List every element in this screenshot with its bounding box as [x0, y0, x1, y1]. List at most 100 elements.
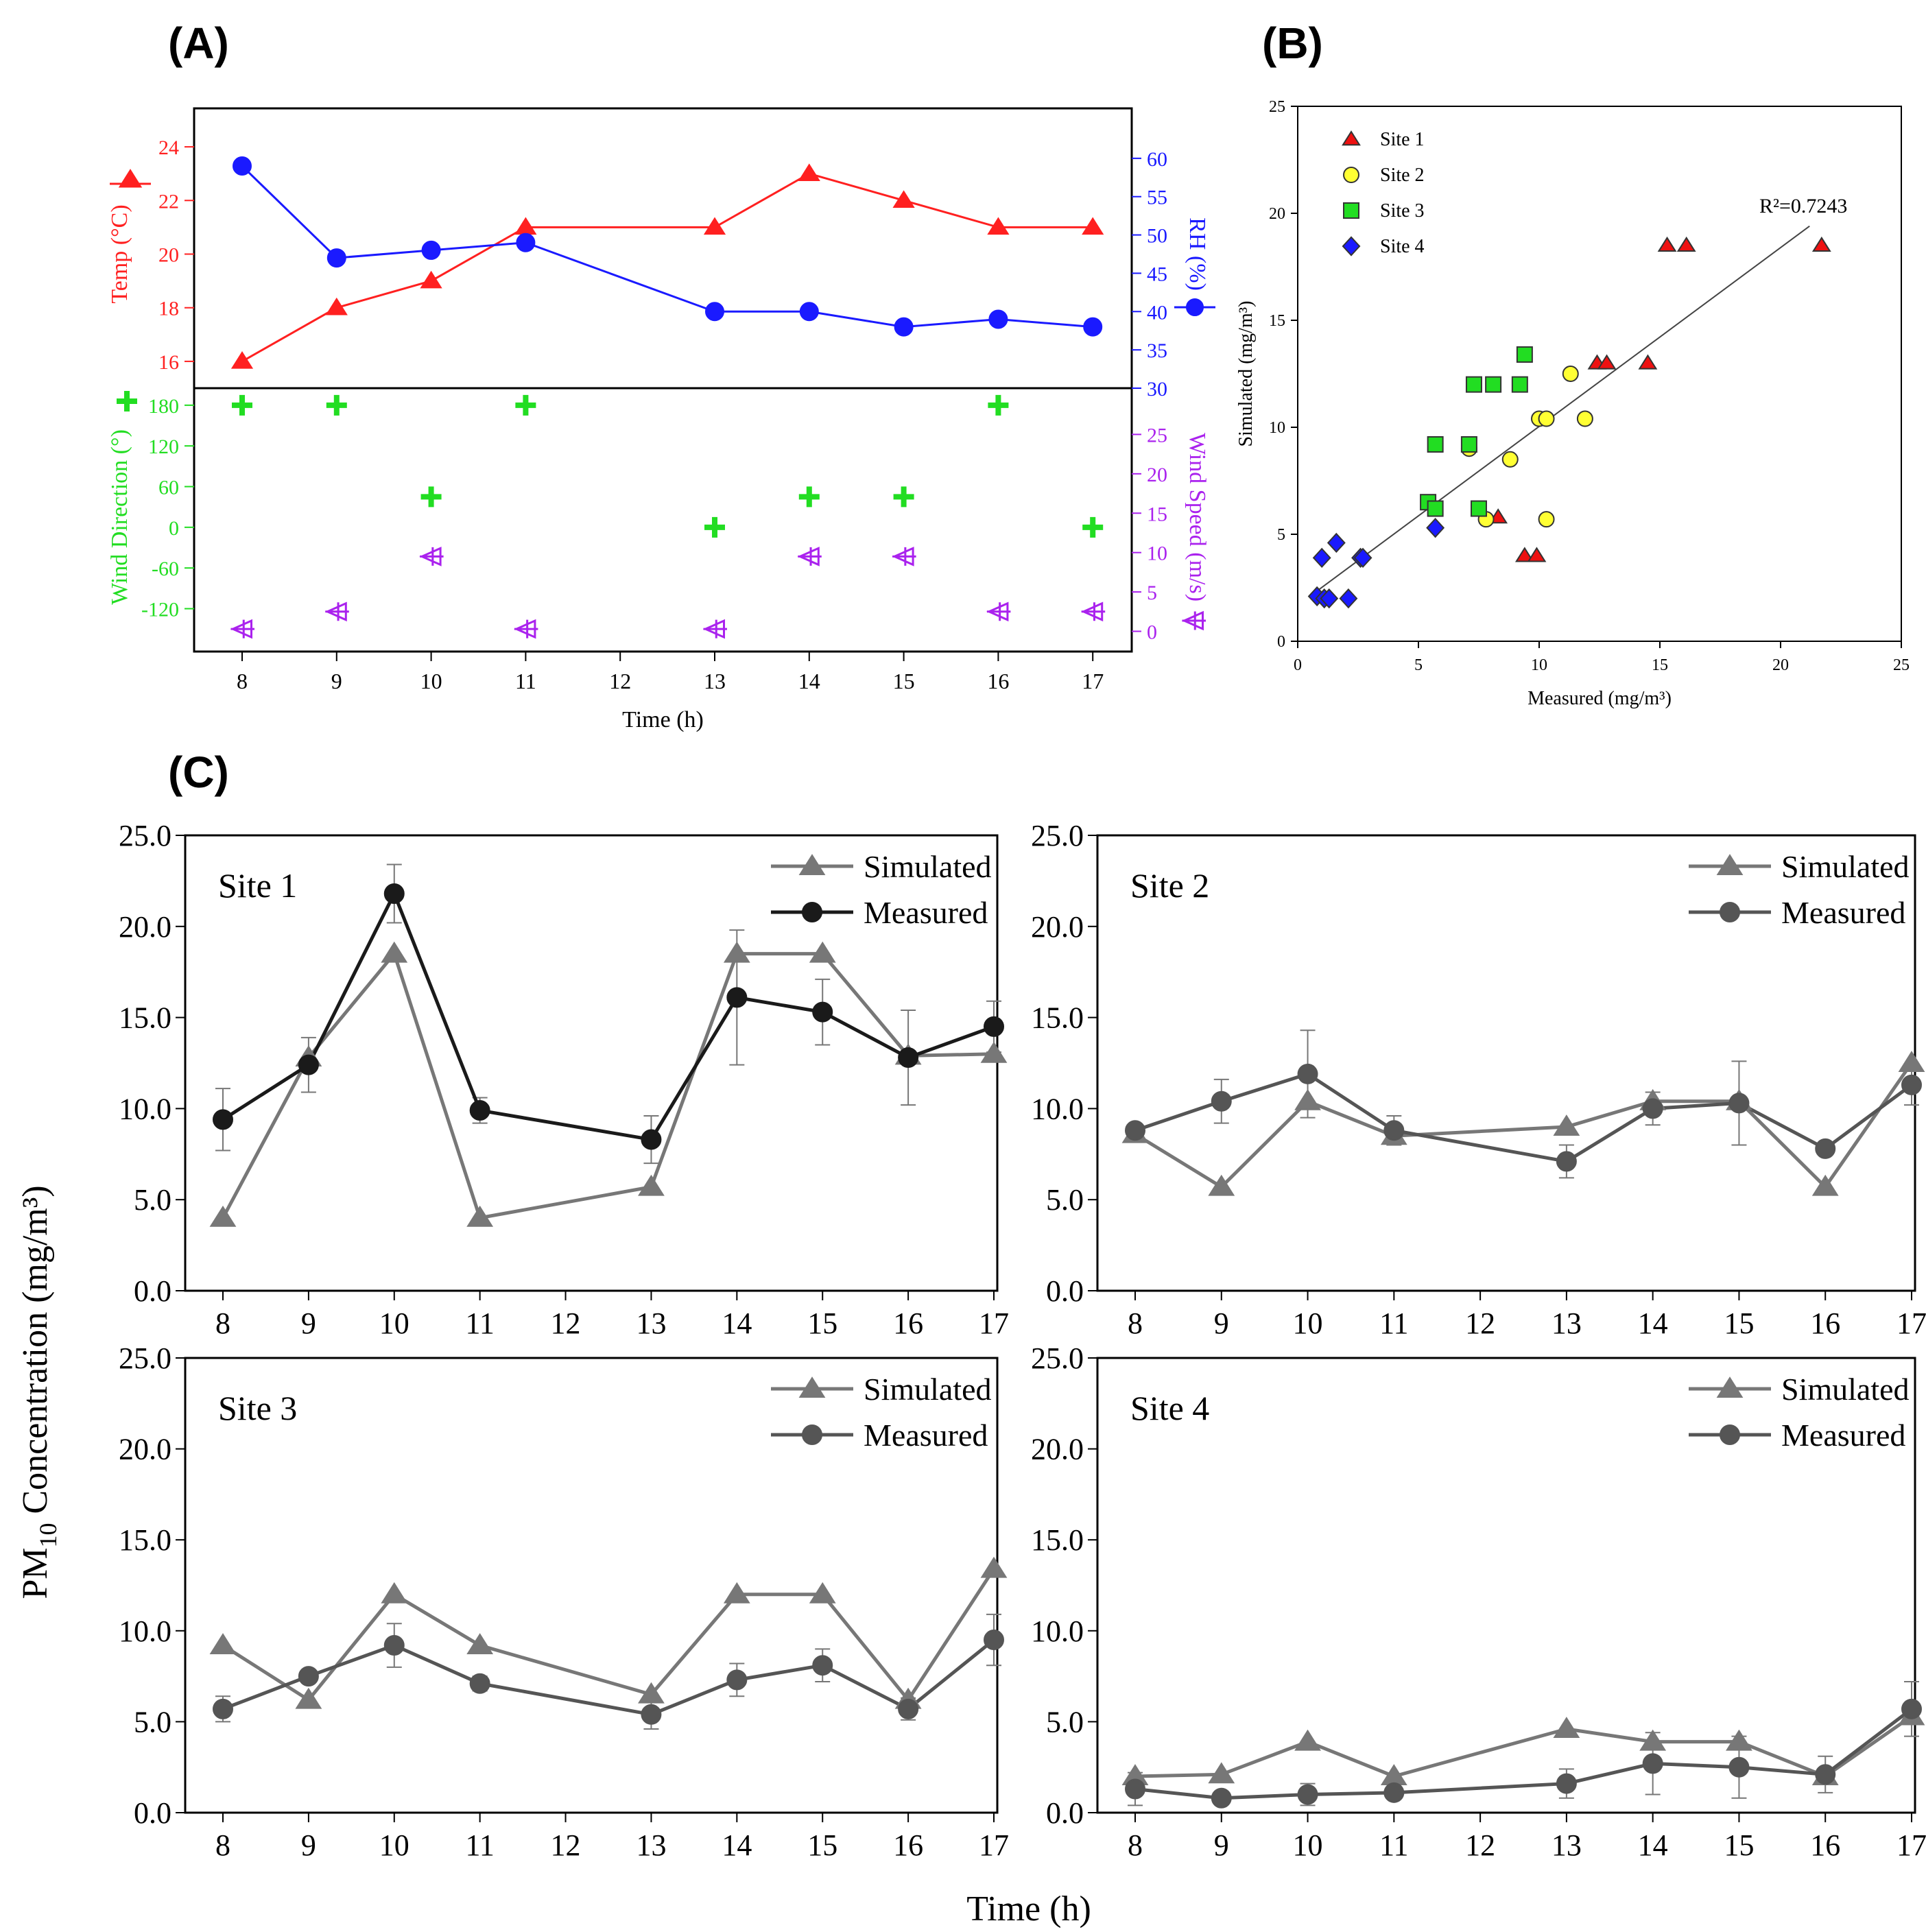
legend-marker-site-1: [1342, 130, 1361, 146]
point-measured: [1125, 1778, 1145, 1800]
site-chart-1: 8 9 10 11 12 13 14 15 16 17 0.0 5.0 10.0 15.0 20.0 25.0…: [119, 819, 1009, 1340]
right-y-tick-label: 5: [1147, 582, 1157, 604]
point-simulated: [809, 1582, 836, 1603]
series-line-measured: [222, 1638, 995, 1717]
legend-label-site-1: Site 1: [1380, 129, 1425, 150]
point-site-1: [1514, 547, 1534, 562]
point-wind-direction: [515, 394, 536, 416]
left-y-tick-label: 180: [148, 395, 179, 418]
point-temp: [892, 190, 915, 208]
y-tick-label: 0: [1277, 633, 1285, 651]
point-simulated: [466, 1205, 494, 1227]
legend-label-site-4: Site 4: [1380, 236, 1425, 257]
x-tick-label: 17: [979, 1828, 1009, 1862]
point-temp: [703, 217, 726, 235]
point-wind-direction: [893, 486, 914, 508]
point-site-3: [1485, 376, 1502, 393]
point-measured: [1297, 1063, 1318, 1084]
point-measured: [1901, 1698, 1922, 1719]
y-tick-label: 20.0: [119, 1433, 171, 1466]
x-tick-label: 0: [1294, 656, 1302, 674]
y-tick-label: 10.0: [1031, 1614, 1084, 1648]
legend-label-simulated: Simulated: [1781, 849, 1910, 884]
point-measured: [469, 1673, 490, 1694]
point-simulated: [1208, 1762, 1235, 1784]
point-simulated: [980, 1041, 1008, 1063]
legend-marker-measured: [802, 1424, 822, 1445]
shared-y-axis-label: PM10 Concentration (mg/m³): [16, 1185, 62, 1599]
point-measured: [298, 1666, 319, 1687]
temp-axis-legend-marker: [118, 169, 143, 188]
x-tick-label: 13: [636, 1307, 666, 1340]
point-measured: [1556, 1151, 1577, 1172]
point-site-1: [1527, 547, 1547, 562]
site-title: Site 2: [1130, 866, 1209, 905]
point-simulated: [1553, 1717, 1580, 1739]
legend-marker-site-2: [1343, 167, 1359, 183]
point-wind-speed: [1081, 601, 1106, 622]
series-line-simulated: [221, 950, 995, 1220]
point-measured: [1125, 1120, 1145, 1141]
y-tick-label: 25: [1269, 98, 1285, 116]
point-measured: [383, 883, 405, 904]
legend-label-measured: Measured: [864, 895, 988, 930]
y-tick-label: 5.0: [134, 1705, 171, 1739]
point-wind-direction: [326, 394, 347, 416]
y-tick-label: 20.0: [1031, 1433, 1084, 1466]
x-tick-label: 11: [515, 669, 536, 693]
site-chart-4: 8 9 10 11 12 13 14 15 16 17 0.0 5.0 10.0 15.0 20.0 25.0…: [1031, 1341, 1926, 1862]
series-line-measured: [222, 889, 995, 1142]
x-tick-label: 13: [636, 1828, 666, 1862]
y-axis-label: Simulated (mg/m³): [1235, 301, 1257, 447]
y-tick-label: 15.0: [119, 1001, 171, 1035]
point-site-1: [1597, 354, 1617, 370]
x-tick-label: 9: [1214, 1828, 1229, 1862]
point-site-3: [1516, 346, 1533, 363]
x-tick-label: 12: [1465, 1828, 1495, 1862]
point-site-1: [1811, 236, 1831, 252]
point-site-2: [1576, 410, 1593, 427]
x-tick-label: 13: [704, 669, 726, 693]
x-tick-label: 15: [807, 1307, 837, 1340]
x-tick-label: 12: [1465, 1307, 1495, 1340]
point-site-4: [1353, 547, 1372, 568]
point-measured: [1297, 1784, 1318, 1805]
left-y-tick-label: 18: [158, 298, 179, 320]
x-tick-label: 15: [1724, 1828, 1754, 1862]
point-measured: [726, 987, 748, 1008]
point-measured: [1815, 1764, 1836, 1785]
point-site-4: [1327, 532, 1346, 553]
point-temp: [987, 217, 1010, 235]
x-tick-label: 9: [301, 1828, 316, 1862]
point-wind-speed: [892, 547, 916, 567]
point-wind-direction: [798, 486, 820, 508]
point-wind-speed: [230, 619, 254, 639]
point-measured: [1211, 1090, 1232, 1112]
point-measured: [641, 1129, 662, 1150]
point-measured: [1383, 1120, 1405, 1141]
point-temp: [325, 297, 348, 315]
point-simulated: [381, 941, 408, 963]
point-measured: [298, 1054, 319, 1075]
point-simulated: [209, 1205, 237, 1227]
point-simulated: [1294, 1088, 1321, 1110]
point-measured: [1642, 1098, 1663, 1119]
site-chart-2: 8 9 10 11 12 13 14 15 16 17 0.0 5.0 10.0 15.0 20.0 25.0…: [1031, 819, 1926, 1340]
point-simulated: [638, 1682, 665, 1704]
point-wind-speed: [514, 619, 538, 639]
site-chart-frame: [1096, 1357, 1916, 1814]
series-line-temp: [241, 172, 1093, 363]
point-measured: [1728, 1093, 1750, 1114]
left-y-tick-label: -60: [152, 558, 179, 580]
x-tick-label: 17: [979, 1307, 1009, 1340]
point-site-2: [1562, 366, 1579, 382]
left-y-axis-label: Temp (°C): [107, 204, 132, 303]
point-wind-direction: [232, 394, 252, 416]
x-tick-label: 16: [1810, 1828, 1840, 1862]
right-y-tick-label: 50: [1147, 225, 1167, 248]
x-tick-label: 10: [1293, 1307, 1323, 1340]
point-site-2: [1501, 451, 1519, 468]
x-tick-label: 16: [893, 1307, 923, 1340]
point-measured: [641, 1704, 662, 1725]
site-chart-frame: [184, 834, 999, 1292]
